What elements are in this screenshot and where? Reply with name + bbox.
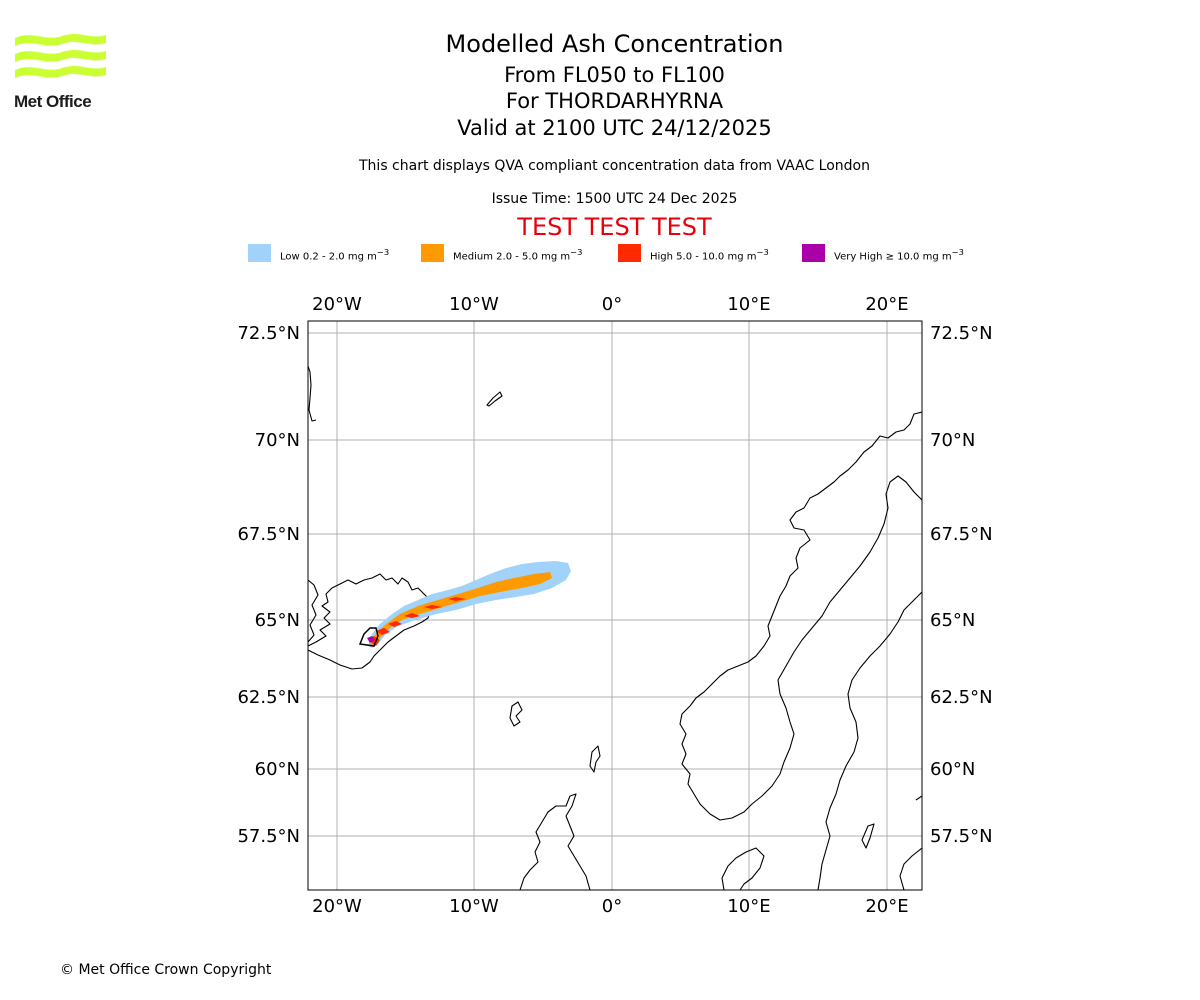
plume-medium: [370, 572, 552, 646]
issue-time: Issue Time: 1500 UTC 24 Dec 2025: [491, 191, 738, 207]
plume-high-4: [404, 613, 420, 618]
plume-high-6: [448, 597, 466, 601]
vent-region-outline: [358, 627, 379, 647]
legend-label-very-high: Very High ≥ 10.0 mg m−3: [834, 247, 964, 263]
lon-ticks-top: 20°W 10°W 0° 10°E 20°E: [312, 294, 908, 315]
sweden-coast: [817, 591, 922, 890]
legend-swatch-high: [618, 244, 641, 262]
scotland-coast: [519, 793, 591, 890]
valid-time-title: Valid at 2100 UTC 24/12/2025: [457, 116, 772, 140]
lon-ticks-bottom: 20°W 10°W 0° 10°E 20°E: [312, 896, 908, 917]
lon-tick-bottom-10e: 10°E: [727, 896, 770, 917]
test-banner: TEST TEST TEST: [517, 213, 712, 241]
met-office-logo: Met Office: [14, 30, 108, 112]
legend-swatch-very-high: [802, 244, 825, 262]
greenland-east-coast: [308, 579, 319, 643]
legend-label-medium: Medium 2.0 - 5.0 mg m−3: [453, 247, 583, 263]
volcano-title: For THORDARHYRNA: [505, 89, 724, 113]
greenland-coast: [308, 365, 317, 422]
faroe-islands-coast: [509, 701, 523, 727]
lon-tick-top-0: 0°: [602, 294, 622, 315]
saaremaa-coast: [915, 795, 922, 801]
logo-waves-icon: [15, 34, 106, 78]
lat-tick-left-65n: 65°N: [255, 610, 300, 631]
lon-tick-bottom-20e: 20°E: [865, 896, 908, 917]
plume-high-5: [424, 605, 442, 609]
lat-tick-right-72-5n: 72.5°N: [930, 323, 993, 344]
lon-tick-top-20w: 20°W: [312, 294, 362, 315]
lon-tick-top-10w: 10°W: [449, 294, 499, 315]
gotland-coast: [861, 823, 875, 849]
norway-coast: [679, 411, 922, 821]
flight-level-title: From FL050 to FL100: [504, 63, 725, 87]
lat-tick-left-62-5n: 62.5°N: [237, 687, 300, 708]
legend-swatch-medium: [421, 244, 444, 262]
lat-tick-right-65n: 65°N: [930, 610, 975, 631]
jan-mayen-coast: [486, 391, 503, 407]
lon-tick-top-20e: 20°E: [865, 294, 908, 315]
lat-ticks-left: 72.5°N 70°N 67.5°N 65°N 62.5°N 60°N 57.5…: [237, 323, 300, 847]
lat-tick-left-57-5n: 57.5°N: [237, 826, 300, 847]
plume-very-high: [367, 636, 375, 643]
legend-label-high: High 5.0 - 10.0 mg m−3: [650, 247, 769, 263]
copyright-notice: © Met Office Crown Copyright: [60, 962, 272, 978]
legend-swatch-low: [248, 244, 271, 262]
iceland-coast: [308, 573, 431, 670]
baltic-coast: [899, 847, 922, 890]
lon-tick-bottom-10w: 10°W: [449, 896, 499, 917]
plume-high-2: [376, 628, 390, 635]
map-content: [308, 321, 922, 890]
logo-text: Met Office: [14, 92, 92, 111]
lat-tick-left-72-5n: 72.5°N: [237, 323, 300, 344]
lat-tick-right-70n: 70°N: [930, 430, 975, 451]
lon-tick-top-10e: 10°E: [727, 294, 770, 315]
coastlines: [308, 365, 922, 890]
lat-tick-right-67-5n: 67.5°N: [930, 524, 993, 545]
lat-ticks-right: 72.5°N 70°N 67.5°N 65°N 62.5°N 60°N 57.5…: [930, 323, 993, 847]
gridlines: [308, 321, 922, 890]
map-frame: [307, 320, 923, 891]
denmark-coast: [721, 847, 765, 890]
lat-tick-left-67-5n: 67.5°N: [237, 524, 300, 545]
lon-tick-bottom-20w: 20°W: [312, 896, 362, 917]
plume-high-3: [388, 621, 402, 627]
main-title: Modelled Ash Concentration: [445, 30, 784, 58]
legend-label-low: Low 0.2 - 2.0 mg m−3: [280, 247, 390, 263]
lat-tick-left-60n: 60°N: [255, 759, 300, 780]
lat-tick-right-60n: 60°N: [930, 759, 975, 780]
lat-tick-right-57-5n: 57.5°N: [930, 826, 993, 847]
shetland-coast: [589, 745, 601, 773]
lat-tick-right-62-5n: 62.5°N: [930, 687, 993, 708]
lon-tick-bottom-0: 0°: [602, 896, 622, 917]
chart-subtitle: This chart displays QVA compliant concen…: [359, 158, 870, 174]
lat-tick-left-70n: 70°N: [255, 430, 300, 451]
